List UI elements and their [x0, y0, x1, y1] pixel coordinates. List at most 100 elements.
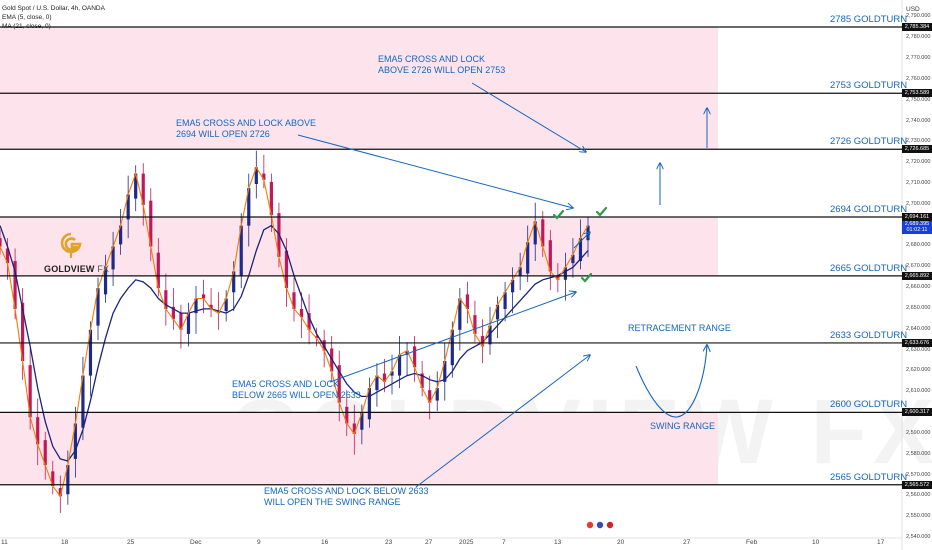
event-icon-1[interactable] [586, 521, 594, 529]
candle-body [119, 225, 123, 245]
level-price-tag-7: 2,565.572 [902, 480, 932, 489]
current-price-countdown: 01:02:11 [906, 227, 928, 234]
candle-body [337, 365, 341, 403]
candle-body [450, 329, 454, 366]
candle-body [443, 361, 447, 382]
candle-body [51, 471, 55, 486]
candle-body [458, 298, 462, 330]
candle-body [201, 294, 206, 299]
level-label-5: 2633 GOLDTURN [830, 329, 908, 341]
level-price-tag-0: 2,785.384 [902, 23, 932, 32]
level-price-tag-1: 2,753.589 [902, 89, 932, 98]
candle-body [66, 465, 70, 495]
check-icon-1 [552, 209, 565, 220]
check-icon-2 [595, 206, 608, 217]
x-tick-label: Feb [746, 539, 758, 546]
annotation-2633-line1: EMA5 CROSS AND LOCK [232, 379, 340, 389]
ema-5-line[interactable] [0, 166, 589, 498]
candle-body [405, 350, 409, 355]
symbol-title: Gold Spot / U.S. Dollar, 4h, OANDA [2, 5, 105, 12]
candle-body [126, 194, 130, 220]
x-tick-label: 20 [617, 539, 625, 546]
x-tick-label: 7 [502, 539, 506, 546]
current-price-tag: 2,689.395 01:02:11 [902, 220, 932, 234]
candle-body [503, 292, 507, 309]
candle-body [533, 221, 537, 245]
ema-legend[interactable]: EMA (5, close, 0) [2, 14, 52, 21]
candle-body [194, 298, 198, 314]
x-tick-label: 16 [321, 539, 329, 546]
candle-body [43, 440, 47, 466]
candle-body [518, 267, 522, 276]
candle-body [375, 375, 379, 391]
candle-body [352, 423, 356, 434]
candle-body [382, 373, 387, 382]
y-tick-label: 2,670.000 [906, 263, 931, 270]
annotation-2633-line2: BELOW 2665 WILL OPEN 2633 [232, 390, 361, 400]
current-price-value: 2,689.395 [904, 220, 930, 227]
level-price-tag-2: 2,726.685 [902, 145, 932, 154]
arrow-to-2726 [471, 82, 586, 152]
candle-body [495, 304, 500, 320]
level-price-tag-5: 2,633.676 [902, 338, 932, 347]
y-tick-label: 2,640.000 [906, 325, 931, 332]
candle-body [232, 271, 236, 293]
candle-body [36, 417, 40, 445]
y-tick-label: 2,720.000 [906, 159, 931, 166]
x-tick-label: 18 [61, 539, 69, 546]
y-tick-label: 2,590.000 [906, 429, 931, 436]
logo-suffix: FX [97, 264, 110, 274]
candle-body [428, 390, 432, 403]
candle-body [73, 423, 77, 459]
y-tick-label: 2,780.000 [906, 34, 931, 41]
y-tick-label: 2,680.000 [906, 242, 931, 249]
candle-body [0, 238, 2, 247]
x-tick-label: 27 [683, 539, 691, 546]
swing-range-label: SWING RANGE [650, 421, 716, 431]
y-tick-label: 2,560.000 [906, 492, 931, 499]
annotation-2753: EMA5 CROSS AND LOCK ABOVE 2726 WILL OPEN… [378, 54, 505, 76]
candle-body [360, 413, 364, 430]
ma-legend[interactable]: MA (21, close, 0) [2, 23, 51, 30]
y-tick-label: 2,570.000 [906, 471, 931, 478]
candle-body [390, 371, 394, 376]
goldview-logo-icon [60, 232, 82, 258]
candle-body [480, 336, 485, 347]
y-tick-label: 2,700.000 [906, 200, 931, 207]
event-icon-2[interactable] [596, 521, 604, 529]
level-label-0: 2785 GOLDTURN [830, 14, 908, 26]
swing-curve-arrow [635, 345, 707, 418]
x-tick-label: Dec [190, 539, 202, 546]
retracement-range-label: RETRACEMENT RANGE [628, 323, 731, 333]
annotation-2753-line2: ABOVE 2726 WILL OPEN 2753 [378, 65, 506, 75]
x-tick-label: 23 [385, 539, 393, 546]
x-tick-label: 11 [1, 539, 8, 546]
candle-body [239, 225, 243, 276]
candle-body [345, 406, 349, 424]
candle-body [247, 188, 251, 226]
annotation-2726: EMA5 CROSS AND LOCK ABOVE 2694 WILL OPEN… [176, 118, 316, 140]
level-price-tag-4: 2,665.892 [902, 271, 932, 280]
candle-body [186, 313, 191, 334]
level-label-6: 2600 GOLDTURN [830, 399, 908, 411]
candle-body [563, 267, 567, 280]
y-tick-label: 2,660.000 [906, 284, 931, 291]
arrow-to-swing [415, 355, 590, 488]
y-tick-label: 2,620.000 [906, 367, 931, 374]
candle-body [284, 250, 289, 289]
zone-0 [0, 27, 718, 150]
y-tick-label: 2,730.000 [906, 138, 931, 145]
arrow-to-2694 [297, 134, 573, 208]
event-icon-3[interactable] [606, 521, 614, 529]
candle-body [556, 275, 560, 280]
event-icons[interactable] [586, 521, 614, 529]
annotation-swing-line1: EMA5 CROSS AND LOCK BELOW 2633 [264, 486, 429, 496]
annotation-2753-line1: EMA5 CROSS AND LOCK [378, 54, 486, 64]
candle-body [473, 315, 477, 334]
x-tick-label: 17 [877, 539, 885, 546]
candle-body [5, 248, 10, 264]
candle-body [435, 388, 439, 401]
candle-body [224, 298, 228, 312]
candle-body [397, 354, 402, 376]
